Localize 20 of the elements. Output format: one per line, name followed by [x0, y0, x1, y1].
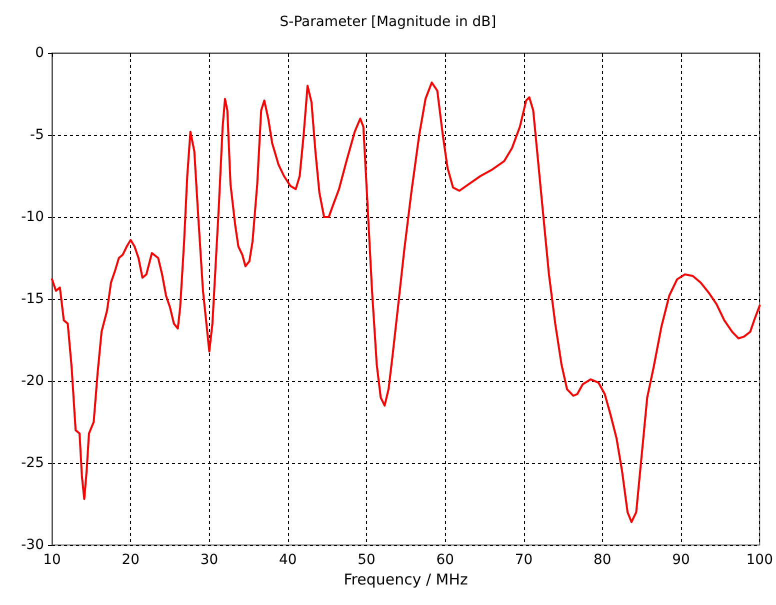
x-tick-label: 100: [746, 552, 774, 568]
x-tick-label: 40: [278, 552, 297, 568]
x-axis-title: Frequency / MHz: [344, 570, 468, 588]
x-tick-label: 80: [593, 552, 612, 568]
y-tick-label: 0: [35, 45, 44, 61]
x-tick-label: 20: [122, 552, 140, 568]
y-tick-label: -10: [21, 209, 44, 225]
line-series: [51, 82, 761, 524]
x-tick-label: 30: [200, 552, 218, 568]
y-tick-label: -15: [21, 291, 44, 307]
y-tick-label: -25: [21, 455, 44, 471]
x-tick-label: 70: [514, 552, 533, 568]
x-tick-label: 50: [358, 552, 376, 568]
x-tick-label: 90: [672, 552, 690, 568]
chart-title: S-Parameter [Magnitude in dB]: [280, 14, 496, 30]
y-tick-label: -5: [30, 127, 44, 143]
y-tick-label: -20: [21, 373, 44, 389]
y-tick-label: -30: [21, 537, 44, 553]
x-tick-label: 10: [43, 552, 61, 568]
x-tick-label: 60: [436, 552, 454, 568]
